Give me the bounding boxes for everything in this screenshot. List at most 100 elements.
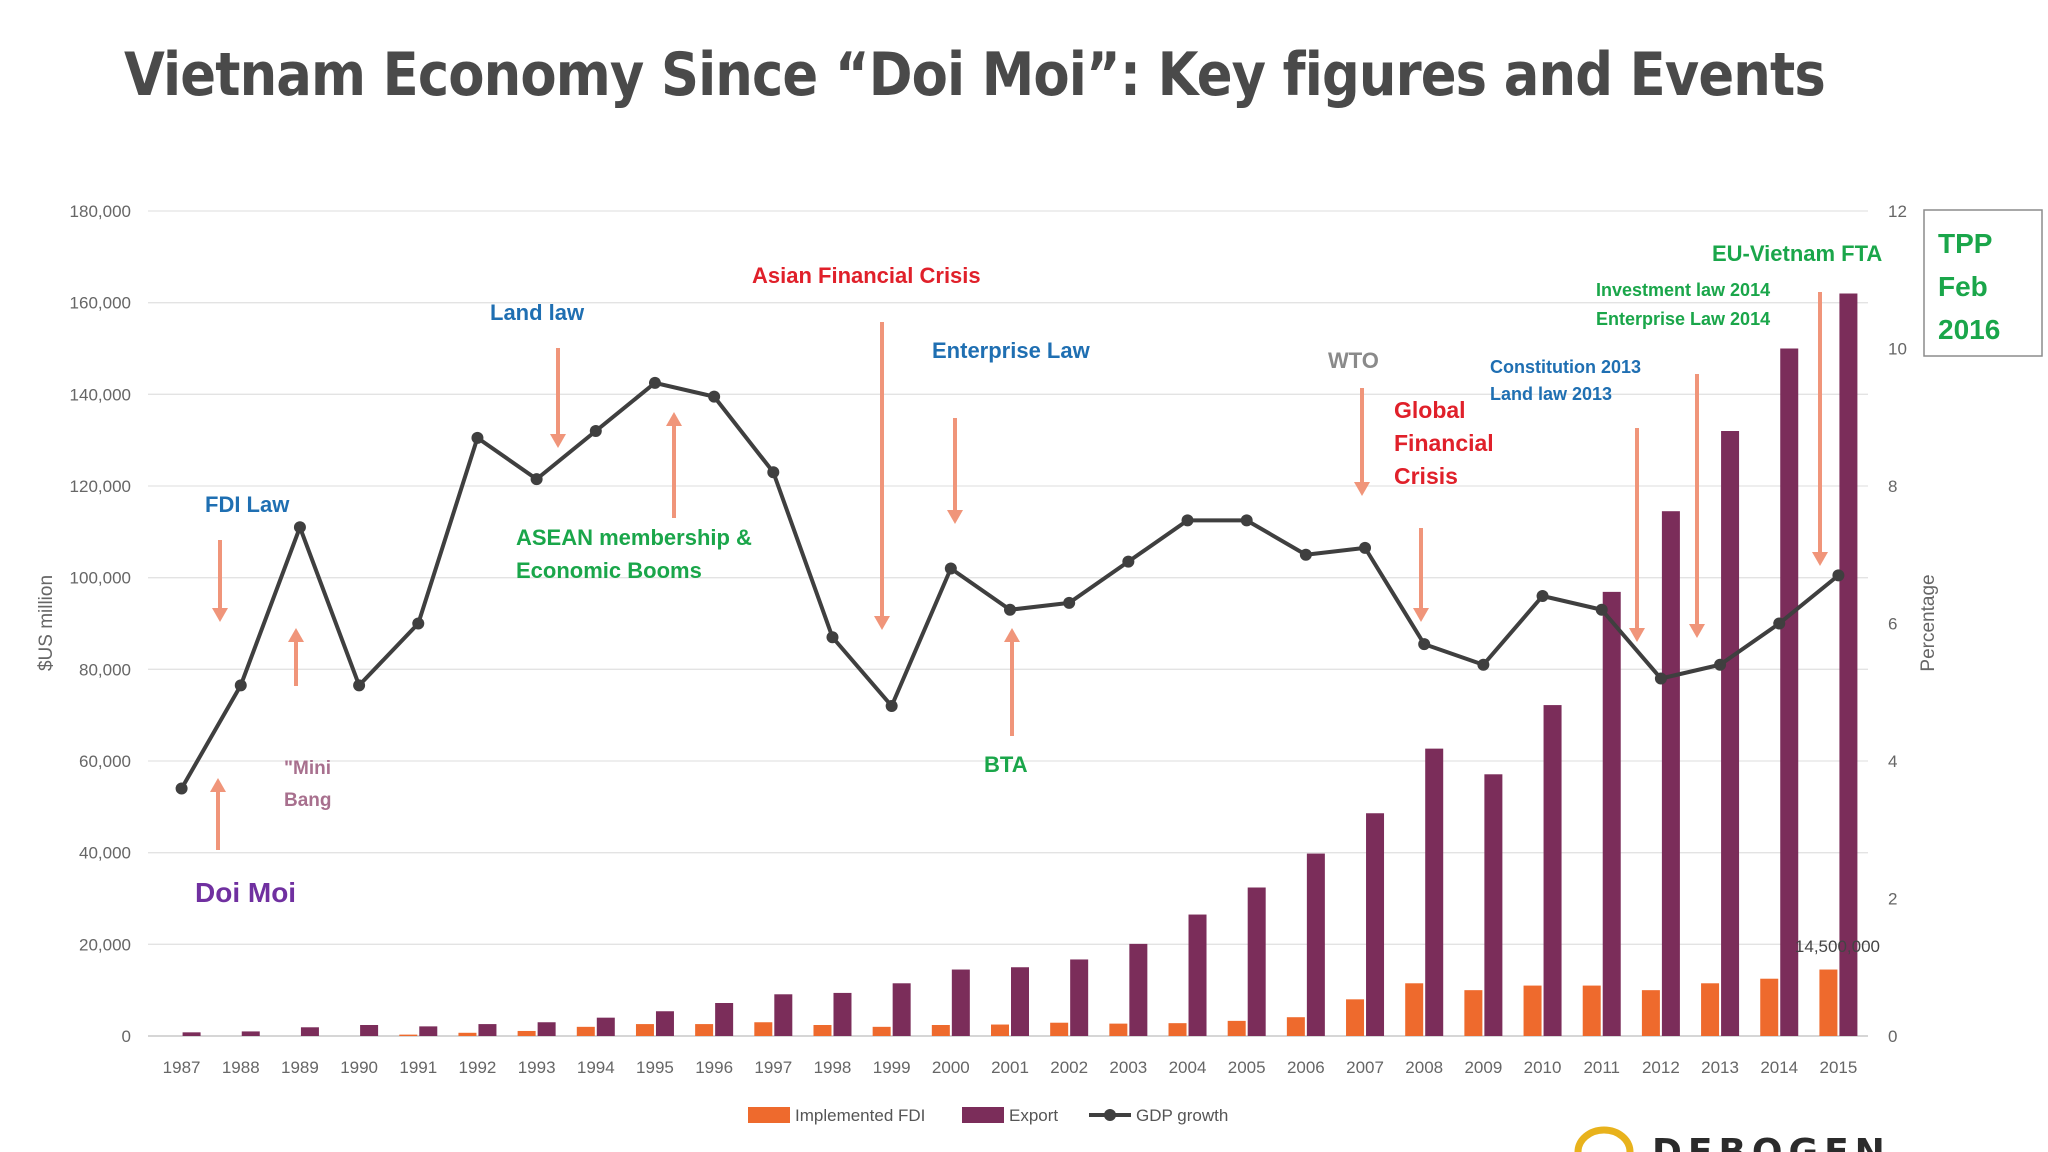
export-bar (1247, 887, 1266, 1036)
x-tick-label: 1993 (518, 1058, 556, 1077)
x-tick-label: 2001 (991, 1058, 1029, 1077)
fdi-bar (813, 1025, 832, 1036)
x-tick-label: 2008 (1405, 1058, 1443, 1077)
arrow-head (874, 616, 890, 630)
gdp-point (648, 376, 661, 389)
export-bar (596, 1017, 615, 1036)
gdp-point (885, 700, 898, 712)
y2-tick-label: 0 (1888, 1027, 1897, 1046)
x-tick-label: 1994 (577, 1058, 615, 1077)
x-tick-label: 1995 (636, 1058, 674, 1077)
arrow-head (1689, 624, 1705, 638)
export-bar (833, 992, 852, 1036)
event-arrows (210, 292, 1828, 850)
x-tick-label: 1988 (222, 1058, 260, 1077)
y2-axis-title: Percentage (1918, 574, 1939, 671)
fdi-bar (517, 1030, 536, 1036)
fdi-bar (1641, 990, 1660, 1036)
gdp-point (708, 390, 721, 403)
arrow-head (550, 434, 566, 448)
y-tick-label: 180,000 (70, 202, 131, 221)
arrow-head (947, 510, 963, 524)
export-bar (1780, 348, 1799, 1036)
x-tick-label: 2005 (1228, 1058, 1266, 1077)
x-tick-label: 2006 (1287, 1058, 1325, 1077)
x-tick-label: 2010 (1524, 1058, 1562, 1077)
gdp-point (1832, 569, 1845, 582)
export-bar (360, 1025, 379, 1036)
fdi-bar (1405, 983, 1424, 1036)
export-bar (1188, 914, 1207, 1036)
x-tick-label: 2007 (1346, 1058, 1384, 1077)
x-tick-label: 2013 (1701, 1058, 1739, 1077)
tpp-callout-box (1923, 209, 2043, 357)
arrow-head (1629, 628, 1645, 642)
export-bar (1721, 431, 1740, 1036)
gdp-point (944, 562, 957, 575)
export-bar (892, 983, 911, 1036)
x-tick-label: 1989 (281, 1058, 319, 1077)
y-tick-label: 120,000 (70, 477, 131, 496)
gdp-point (1299, 548, 1312, 561)
gdp-point (1714, 658, 1727, 671)
arrow-head (212, 608, 228, 622)
gdp-point (471, 431, 484, 444)
fdi-bar (931, 1025, 950, 1036)
export-bar (1366, 813, 1385, 1036)
fdi-bar (458, 1032, 477, 1036)
x-tick-label: 2011 (1583, 1058, 1620, 1077)
fdi-bar (1227, 1020, 1246, 1036)
y2-tick-label: 8 (1888, 477, 1897, 496)
logo-mark-icon (1574, 1126, 1634, 1152)
logo: DEBOGEN (1574, 1126, 1891, 1152)
fdi-bar (1760, 978, 1779, 1036)
arrow-head (666, 412, 682, 426)
gdp-point (1418, 638, 1431, 651)
y-tick-label: 100,000 (70, 569, 131, 588)
event-annotations: FDI Law Land law Asian Financial Crisis Ent… (195, 241, 1882, 908)
export-bar (1070, 959, 1089, 1036)
gdp-point (234, 679, 247, 692)
x-tick-label: 2002 (1050, 1058, 1088, 1077)
event-annotation: EU-Vietnam FTA (1712, 241, 1882, 266)
x-tick-label: 1999 (873, 1058, 911, 1077)
export-bar (1425, 748, 1444, 1036)
x-tick-label: 1990 (340, 1058, 378, 1077)
y2-tick-label: 10 (1888, 340, 1907, 359)
event-annotation: WTO (1328, 348, 1379, 373)
export-bar (1661, 511, 1680, 1036)
fdi-bar (1286, 1017, 1305, 1036)
logo-text: DEBOGEN (1652, 1132, 1891, 1152)
x-tick-label: 2009 (1464, 1058, 1502, 1077)
y2-tick-label: 12 (1888, 202, 1907, 221)
event-annotation: Asian Financial Crisis (752, 263, 981, 288)
event-annotation: Economic Booms (516, 558, 702, 583)
x-tick-label: 1997 (754, 1058, 792, 1077)
export-bar (241, 1031, 260, 1036)
legend-label-export: Export (1009, 1106, 1058, 1125)
fdi-bar (1346, 999, 1365, 1036)
gdp-point (1773, 617, 1786, 630)
event-annotation: ASEAN membership & (516, 525, 752, 550)
export-bar (951, 969, 970, 1036)
fdi-bar (695, 1024, 714, 1036)
bars: 14,500,000 (182, 293, 1880, 1036)
export-bar (300, 1027, 319, 1036)
fdi-bar (1582, 985, 1601, 1036)
gdp-point (353, 679, 366, 692)
export-bar (1839, 293, 1858, 1036)
event-annotation: Global (1394, 397, 1466, 423)
gdp-point (1004, 603, 1016, 616)
event-annotation: Investment law 2014 (1596, 280, 1770, 300)
event-annotation: BTA (984, 752, 1028, 777)
fdi-bar (1523, 985, 1542, 1036)
event-annotation: Land law 2013 (1490, 384, 1612, 404)
y-tick-label: 140,000 (70, 385, 131, 404)
gdp-point (589, 425, 602, 437)
gdp-point (1181, 514, 1194, 527)
event-annotation: Financial (1394, 430, 1494, 456)
arrow-head (1812, 552, 1828, 566)
y-tick-label: 160,000 (70, 294, 131, 313)
fdi-bar (1701, 983, 1720, 1036)
x-tick-label: 2015 (1819, 1058, 1857, 1077)
